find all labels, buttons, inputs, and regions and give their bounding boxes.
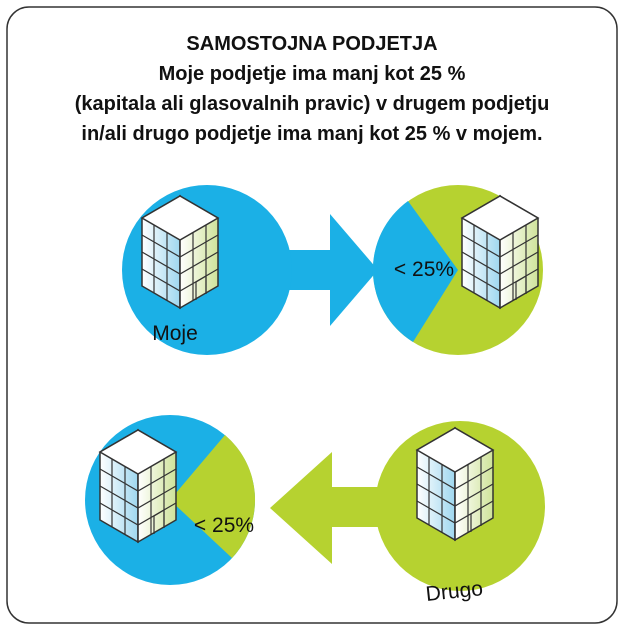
label: < 25%	[194, 514, 254, 537]
title-line: SAMOSTOJNA PODJETJA	[186, 33, 437, 55]
title-line: Moje podjetje ima manj kot 25 %	[159, 63, 466, 85]
label: < 25%	[394, 258, 454, 281]
diagram: SAMOSTOJNA PODJETJA Moje podjetje ima ma…	[0, 0, 624, 631]
building	[142, 196, 218, 308]
title-line: in/ali drugo podjetje ima manj kot 25 % …	[81, 123, 542, 145]
building	[417, 428, 493, 540]
title-line: (kapitala ali glasovalnih pravic) v drug…	[75, 93, 550, 115]
building	[100, 430, 176, 542]
building	[462, 196, 538, 308]
label: Moje	[152, 322, 198, 345]
